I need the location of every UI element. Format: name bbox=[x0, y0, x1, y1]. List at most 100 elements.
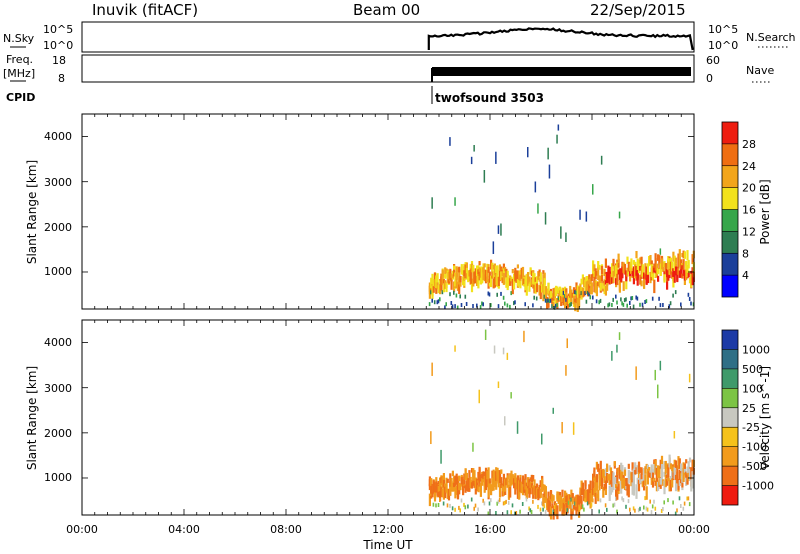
echo-cell bbox=[676, 508, 678, 513]
echo-cell bbox=[688, 277, 692, 284]
echo-cell bbox=[483, 263, 486, 268]
echo-cell bbox=[580, 488, 583, 495]
echo-cell bbox=[566, 295, 569, 309]
velocity-axis-ticks bbox=[81, 320, 695, 515]
echo-cell bbox=[500, 477, 503, 488]
echo-cell bbox=[432, 502, 435, 507]
echo-cell bbox=[447, 488, 451, 501]
echo-cell bbox=[473, 474, 476, 485]
echo-cell bbox=[662, 303, 664, 307]
echo-cell bbox=[641, 481, 644, 487]
echo-cell bbox=[649, 499, 651, 504]
echo-cell bbox=[551, 293, 554, 298]
echo-cell bbox=[541, 501, 543, 506]
echo-cell bbox=[635, 295, 637, 300]
echo-cell bbox=[482, 302, 484, 307]
echo-cell bbox=[544, 509, 547, 514]
echo-cell bbox=[691, 477, 694, 489]
echo-cell bbox=[487, 511, 490, 516]
echo-cell bbox=[496, 274, 499, 284]
echo-cell bbox=[639, 467, 642, 473]
echo-cell bbox=[672, 251, 675, 262]
echo-cell bbox=[483, 471, 486, 477]
echo-cell bbox=[477, 276, 480, 289]
echo-cell bbox=[637, 261, 641, 274]
echo-cell bbox=[566, 499, 569, 514]
echo-cell bbox=[478, 267, 481, 274]
echo-cell bbox=[663, 461, 666, 469]
echo-cell bbox=[560, 498, 563, 509]
echo-cell bbox=[669, 301, 672, 306]
echo-cell bbox=[586, 276, 590, 281]
nsearch-tick-top: 10^5 bbox=[708, 23, 738, 36]
echo-cell bbox=[589, 277, 592, 285]
xtick-1600: 16:00 bbox=[474, 523, 506, 536]
echo-cell bbox=[516, 484, 519, 499]
echo-cell bbox=[668, 454, 671, 468]
echo-cell bbox=[515, 480, 518, 490]
echo-cell bbox=[585, 497, 588, 502]
colorbar-swatch bbox=[722, 427, 738, 447]
echo-cell bbox=[546, 299, 548, 304]
echo-cell bbox=[666, 474, 669, 479]
echo-cell bbox=[558, 286, 562, 294]
echo-cell bbox=[607, 474, 610, 481]
echo-cell bbox=[669, 263, 672, 274]
echo-cell bbox=[637, 461, 641, 473]
echo-cell bbox=[660, 473, 664, 484]
nave-tick-bottom: 0 bbox=[706, 72, 713, 85]
echo-cell bbox=[431, 197, 433, 209]
echo-cell bbox=[589, 498, 592, 509]
echo-cell bbox=[527, 477, 530, 486]
echo-cell bbox=[561, 499, 564, 510]
echo-cell bbox=[653, 279, 656, 294]
echo-cell bbox=[621, 261, 624, 269]
echo-cell bbox=[664, 463, 667, 475]
echo-cell bbox=[597, 489, 600, 502]
echo-cell bbox=[555, 303, 557, 308]
echo-cell bbox=[439, 284, 442, 295]
echo-cell bbox=[611, 303, 613, 307]
colorbar-swatch bbox=[722, 330, 738, 350]
echo-cell bbox=[651, 504, 654, 509]
echo-cell bbox=[539, 507, 542, 512]
echo-cell bbox=[639, 274, 642, 285]
echo-cell bbox=[509, 485, 512, 498]
echo-cell bbox=[594, 476, 597, 485]
echo-cell bbox=[615, 487, 618, 501]
colorbar-swatch bbox=[722, 368, 738, 389]
echo-cell bbox=[571, 494, 574, 505]
echo-cell bbox=[547, 298, 549, 303]
echo-cell bbox=[440, 449, 442, 464]
colorbar-tick-label: 24 bbox=[742, 160, 756, 173]
echo-cell bbox=[603, 469, 606, 483]
echo-cell bbox=[620, 480, 623, 494]
echo-cell bbox=[618, 332, 621, 340]
echo-cell bbox=[532, 303, 534, 308]
echo-cell bbox=[561, 287, 564, 297]
echo-cell bbox=[660, 509, 663, 513]
echo-cell bbox=[428, 493, 431, 507]
echo-cell bbox=[666, 269, 669, 280]
echo-cell bbox=[659, 248, 662, 255]
echo-cell bbox=[430, 431, 432, 445]
echo-cell bbox=[635, 467, 638, 474]
echo-cell bbox=[541, 284, 544, 293]
echo-cell bbox=[547, 147, 549, 160]
echo-cell bbox=[629, 271, 632, 277]
echo-cell bbox=[590, 283, 593, 293]
echo-cell bbox=[617, 269, 620, 275]
colorbar-swatch bbox=[722, 388, 738, 408]
echo-cell bbox=[464, 485, 467, 493]
nsearch-tick-bottom: 10^0 bbox=[708, 39, 738, 52]
colorbar-swatch bbox=[722, 275, 738, 297]
echo-cell bbox=[676, 477, 679, 483]
echo-cell bbox=[444, 280, 447, 289]
echo-cell bbox=[464, 294, 467, 299]
echo-cell bbox=[635, 271, 638, 281]
echo-cell bbox=[609, 273, 613, 284]
echo-cell bbox=[565, 495, 568, 504]
echo-cell bbox=[458, 280, 461, 294]
echo-cell bbox=[478, 473, 481, 487]
echo-cell bbox=[439, 491, 442, 502]
